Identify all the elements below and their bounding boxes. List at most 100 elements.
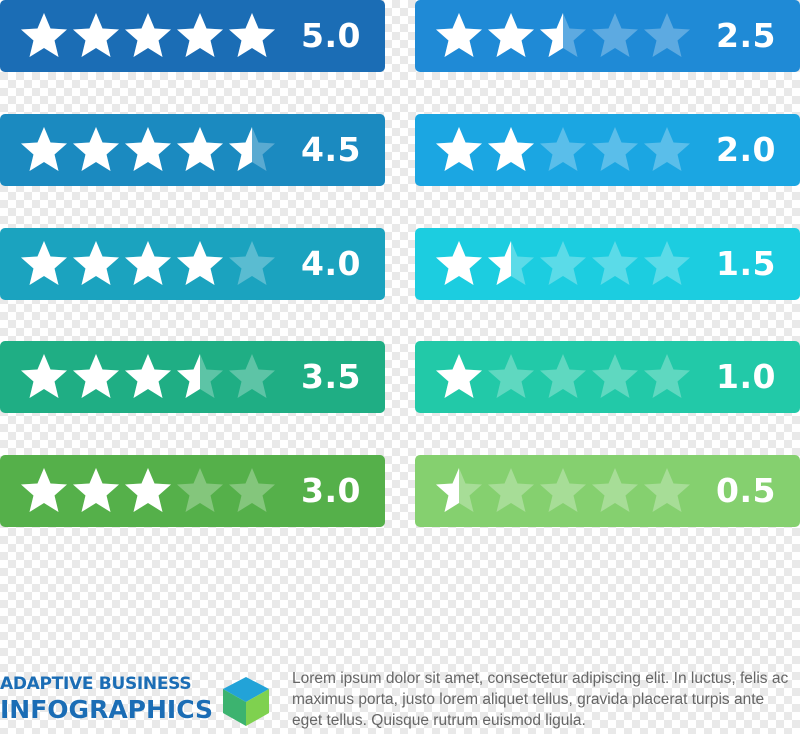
star-row	[433, 351, 693, 403]
footer-title-line2: INFOGRAPHICS	[0, 695, 214, 724]
rating-value: 2.5	[716, 16, 776, 55]
star-icon	[125, 468, 171, 512]
star-filled-part	[21, 127, 67, 171]
star-icon	[540, 354, 586, 398]
star-icon	[488, 241, 534, 285]
star-row	[433, 10, 693, 62]
star-filled-part	[436, 354, 482, 398]
star-filled-part	[540, 13, 563, 57]
star-icon	[125, 354, 171, 398]
star-filled-part	[125, 354, 171, 398]
star-row	[18, 238, 278, 290]
star-filled-part	[125, 468, 171, 512]
star-icon	[177, 127, 223, 171]
rating-bar-3-5: 3.5	[0, 341, 385, 413]
star-icon	[436, 354, 482, 398]
star-icon	[21, 354, 67, 398]
star-empty-part	[177, 468, 223, 512]
star-icon	[229, 13, 275, 57]
star-row	[18, 351, 278, 403]
star-icon	[21, 468, 67, 512]
rating-bar-4-5: 4.5	[0, 114, 385, 186]
star-icon	[436, 127, 482, 171]
star-icon	[592, 13, 638, 57]
rating-bar-5-0: 5.0	[0, 0, 385, 72]
star-filled-part	[73, 354, 119, 398]
star-filled-part	[21, 241, 67, 285]
rating-value: 3.5	[301, 357, 361, 396]
star-row	[433, 124, 693, 176]
star-empty-part	[540, 354, 586, 398]
star-icon	[177, 241, 223, 285]
star-empty-part	[488, 354, 534, 398]
footer-description: Lorem ipsum dolor sit amet, consectetur …	[292, 670, 789, 729]
star-filled-part	[229, 13, 275, 57]
star-filled-part	[436, 241, 482, 285]
rating-bar-2-0: 2.0	[415, 114, 800, 186]
star-filled-part	[73, 13, 119, 57]
star-icon	[73, 468, 119, 512]
star-filled-part	[436, 468, 459, 512]
star-filled-part	[436, 13, 482, 57]
star-icon	[436, 241, 482, 285]
star-empty-part	[540, 127, 586, 171]
star-icon	[540, 241, 586, 285]
star-icon	[488, 354, 534, 398]
star-empty-part	[540, 241, 586, 285]
star-empty-part	[592, 354, 638, 398]
star-filled-part	[436, 127, 482, 171]
star-filled-part	[21, 468, 67, 512]
star-icon	[229, 354, 275, 398]
star-icon	[488, 127, 534, 171]
star-empty-part	[644, 13, 690, 57]
star-icon	[21, 127, 67, 171]
star-icon	[73, 13, 119, 57]
star-empty-part	[488, 468, 534, 512]
star-empty-part	[644, 354, 690, 398]
star-filled-part	[125, 13, 171, 57]
star-filled-part	[177, 13, 223, 57]
star-row	[18, 10, 278, 62]
star-icon	[21, 13, 67, 57]
star-row	[18, 124, 278, 176]
star-filled-part	[488, 13, 534, 57]
rating-value: 5.0	[301, 16, 361, 55]
rating-bar-2-5: 2.5	[415, 0, 800, 72]
star-filled-part	[177, 354, 200, 398]
star-icon	[592, 241, 638, 285]
rating-bar-3-0: 3.0	[0, 455, 385, 527]
star-icon	[436, 13, 482, 57]
star-icon	[73, 354, 119, 398]
star-filled-part	[21, 354, 67, 398]
star-filled-part	[21, 13, 67, 57]
rating-value: 4.0	[301, 244, 361, 283]
star-empty-part	[644, 468, 690, 512]
star-filled-part	[73, 127, 119, 171]
star-icon	[592, 127, 638, 171]
star-empty-part	[540, 468, 586, 512]
star-icon	[229, 241, 275, 285]
cube-top-face	[223, 677, 269, 702]
star-empty-part	[644, 241, 690, 285]
rating-bar-4-0: 4.0	[0, 228, 385, 300]
cube-icon	[223, 677, 269, 726]
star-empty-part	[229, 354, 275, 398]
footer-title-line1: ADAPTIVE BUSINESS	[0, 674, 192, 694]
star-filled-part	[488, 127, 534, 171]
rating-value: 2.0	[716, 130, 776, 169]
star-row	[433, 238, 693, 290]
rating-value: 3.0	[301, 471, 361, 510]
rating-value: 4.5	[301, 130, 361, 169]
star-filled-part	[229, 127, 252, 171]
star-filled-part	[177, 241, 223, 285]
star-icon	[125, 13, 171, 57]
cube-left-face	[223, 689, 246, 726]
star-icon	[644, 468, 690, 512]
star-icon	[488, 468, 534, 512]
rating-bar-1-5: 1.5	[415, 228, 800, 300]
star-icon	[488, 13, 534, 57]
star-icon	[436, 468, 482, 512]
rating-bar-0-5: 0.5	[415, 455, 800, 527]
rating-value: 1.0	[716, 357, 776, 396]
rating-value: 1.5	[716, 244, 776, 283]
